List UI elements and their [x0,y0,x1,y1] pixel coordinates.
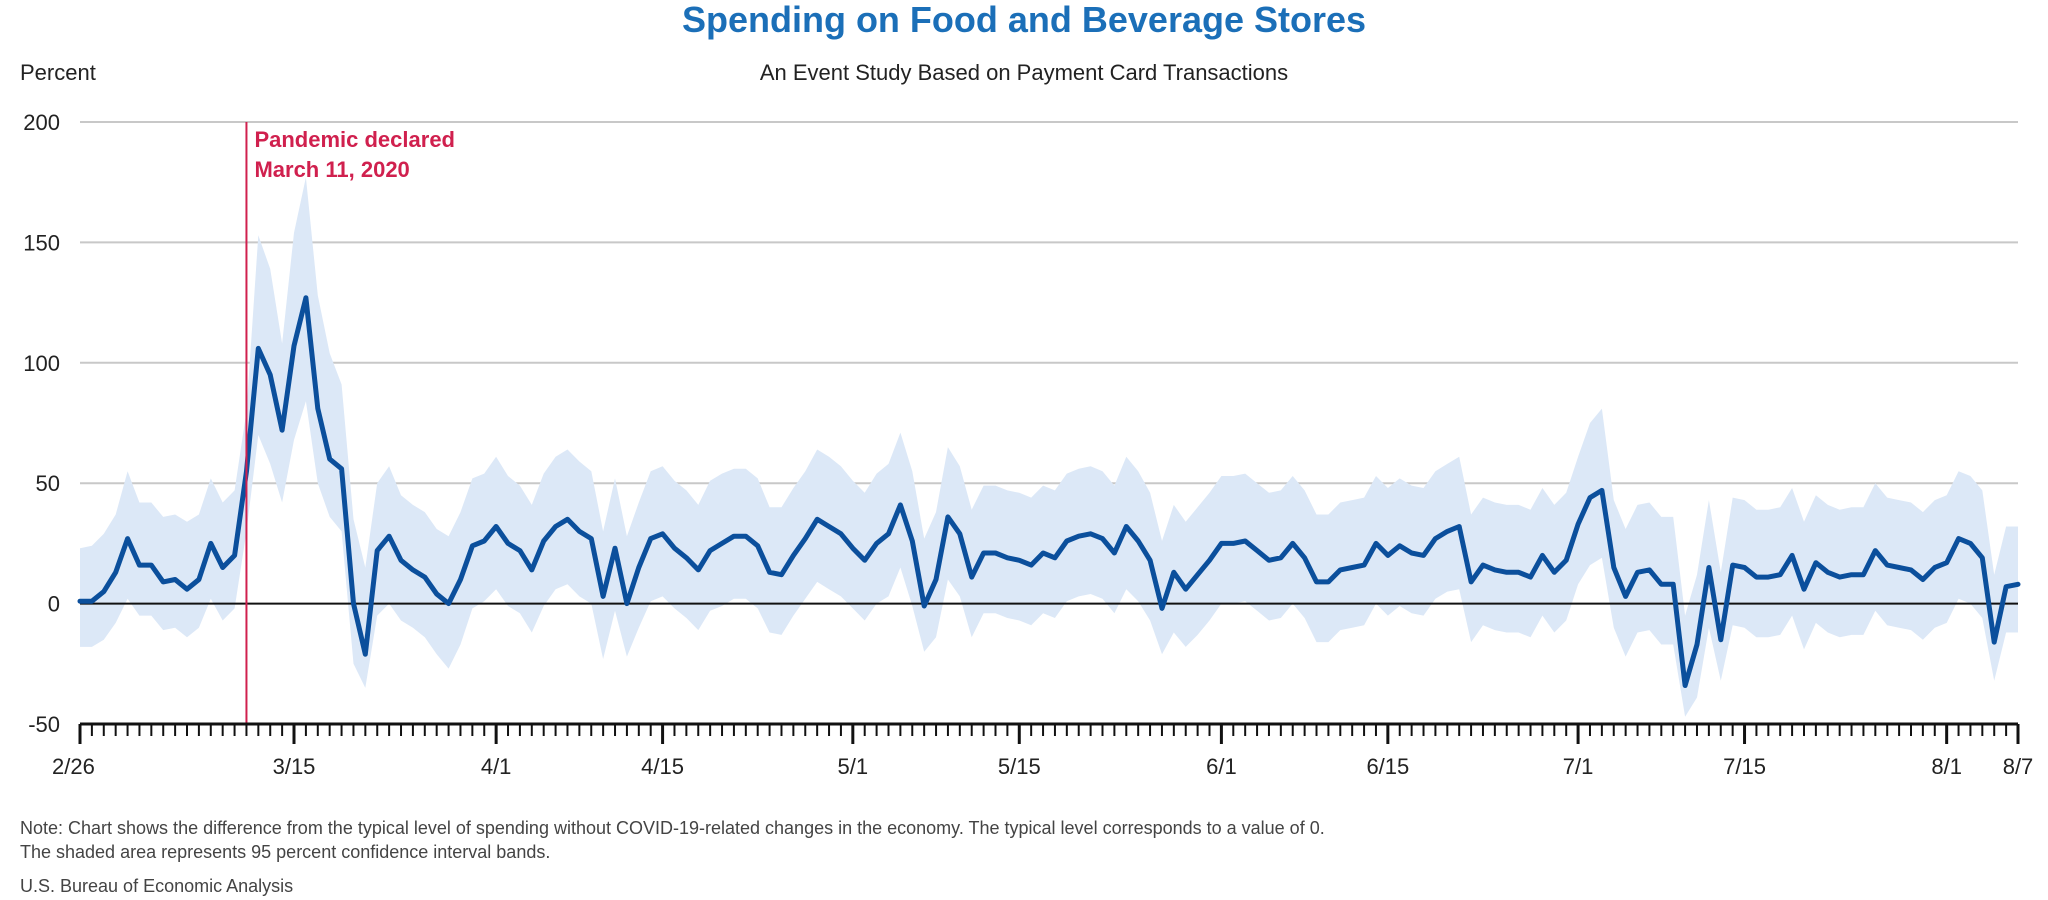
y-tick-labels: -50 0 50 100 150 200 [23,110,60,737]
y-tick-label-1: 0 [48,592,60,617]
x-tick-label-6: 6/1 [1206,754,1237,779]
x-tick-label-3: 4/15 [641,754,684,779]
x-tick-label-8: 7/1 [1563,754,1594,779]
y-tick-label-5: 200 [23,110,60,135]
y-tick-label-4: 150 [23,230,60,255]
y-tick-label-3: 100 [23,351,60,376]
x-tick-label-5: 5/15 [998,754,1041,779]
x-tick-label-0: 2/26 [52,754,95,779]
x-axis: 2/26 3/15 4/1 4/15 5/1 5/15 6/1 6/15 7/1 7/15 8/1 8… [52,722,2034,779]
x-tick-label-10: 8/1 [1931,754,1962,779]
note-line-2: The shaded area represents 95 percent co… [20,842,551,862]
annotation-label-line-2: March 11, 2020 [254,157,409,182]
annotation-label-line-1: Pandemic declared [254,127,455,152]
chart: Spending on Food and Beverage Stores An … [20,0,2034,779]
note-line-1: Note: Chart shows the difference from th… [20,818,1325,838]
x-tick-label-4: 5/1 [838,754,869,779]
confidence-band-area [80,177,2018,717]
confidence-band [80,177,2018,717]
x-tick-label-11: 8/7 [2003,754,2034,779]
series-line-0 [77,295,2021,688]
annotation: Pandemic declared March 11, 2020 [245,122,455,724]
y-tick-label-0: -50 [28,712,60,737]
chart-title: Spending on Food and Beverage Stores [682,0,1366,40]
series-lines [77,295,2021,688]
x-tick-label-2: 4/1 [481,754,512,779]
y-tick-label-2: 50 [36,471,60,496]
source-credit: U.S. Bureau of Economic Analysis [20,876,294,896]
x-tick-label-1: 3/15 [273,754,316,779]
x-tick-label-7: 6/15 [1366,754,1409,779]
y-axis-unit-label: Percent [20,60,96,85]
gridlines [80,121,2018,485]
x-tick-label-9: 7/15 [1723,754,1766,779]
chart-subtitle: An Event Study Based on Payment Card Tra… [760,60,1288,85]
